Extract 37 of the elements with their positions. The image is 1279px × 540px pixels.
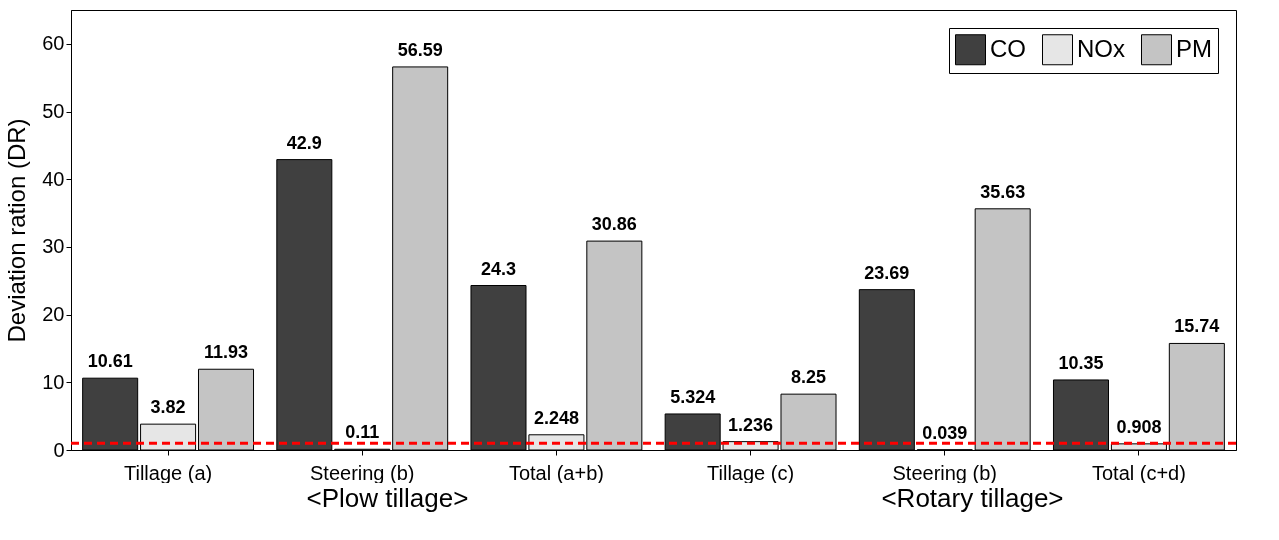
x-tick-label: Total (c+d) [1091,461,1186,484]
data-label: 5.324 [670,386,716,407]
data-label: 23.69 [864,262,910,283]
text: <Plow tillage> [305,483,470,514]
data-label: 24.3 [480,258,517,279]
data-label: 0.11 [345,422,380,443]
y-tick-label: 40 [42,167,65,190]
x-tick-label: Tillage (c) [707,461,795,484]
legend-label: NOx [1077,34,1125,62]
data-label: 0.039 [922,422,968,443]
data-label: 10.61 [87,351,133,372]
legend-label: CO [990,34,1026,62]
x-tick-label: Total (a+b) [508,461,604,484]
y-tick-label: 50 [42,100,65,123]
x-tick-label: Steering (b) [310,461,415,484]
data-label: 0.908 [1116,416,1162,437]
data-label: 56.59 [397,39,443,60]
y-tick-label: 0 [53,438,65,461]
data-label: 1.236 [728,414,774,435]
data-label: 11.93 [203,342,249,363]
data-label: 8.25 [790,367,827,388]
data-label: 42.9 [286,132,322,153]
y-tick-label: 30 [42,235,65,258]
data-label: 3.82 [150,397,186,418]
data-label: 35.63 [980,181,1026,202]
text: <Rotary tillage> [880,483,1065,514]
data-label: 15.74 [1174,316,1220,337]
legend-label: PM [1176,34,1212,62]
data-label: 10.35 [1058,352,1104,373]
y-tick-label: 60 [42,32,65,55]
data-label: 2.248 [533,407,579,428]
y-axis-title: Deviation ration (DR) [3,118,31,343]
x-tick-label: Steering (b) [892,461,997,484]
y-tick-label: 20 [42,303,65,326]
x-tick-label: Tillage (a) [123,461,213,484]
data-label: 30.86 [591,214,637,235]
y-tick-label: 10 [42,370,65,393]
